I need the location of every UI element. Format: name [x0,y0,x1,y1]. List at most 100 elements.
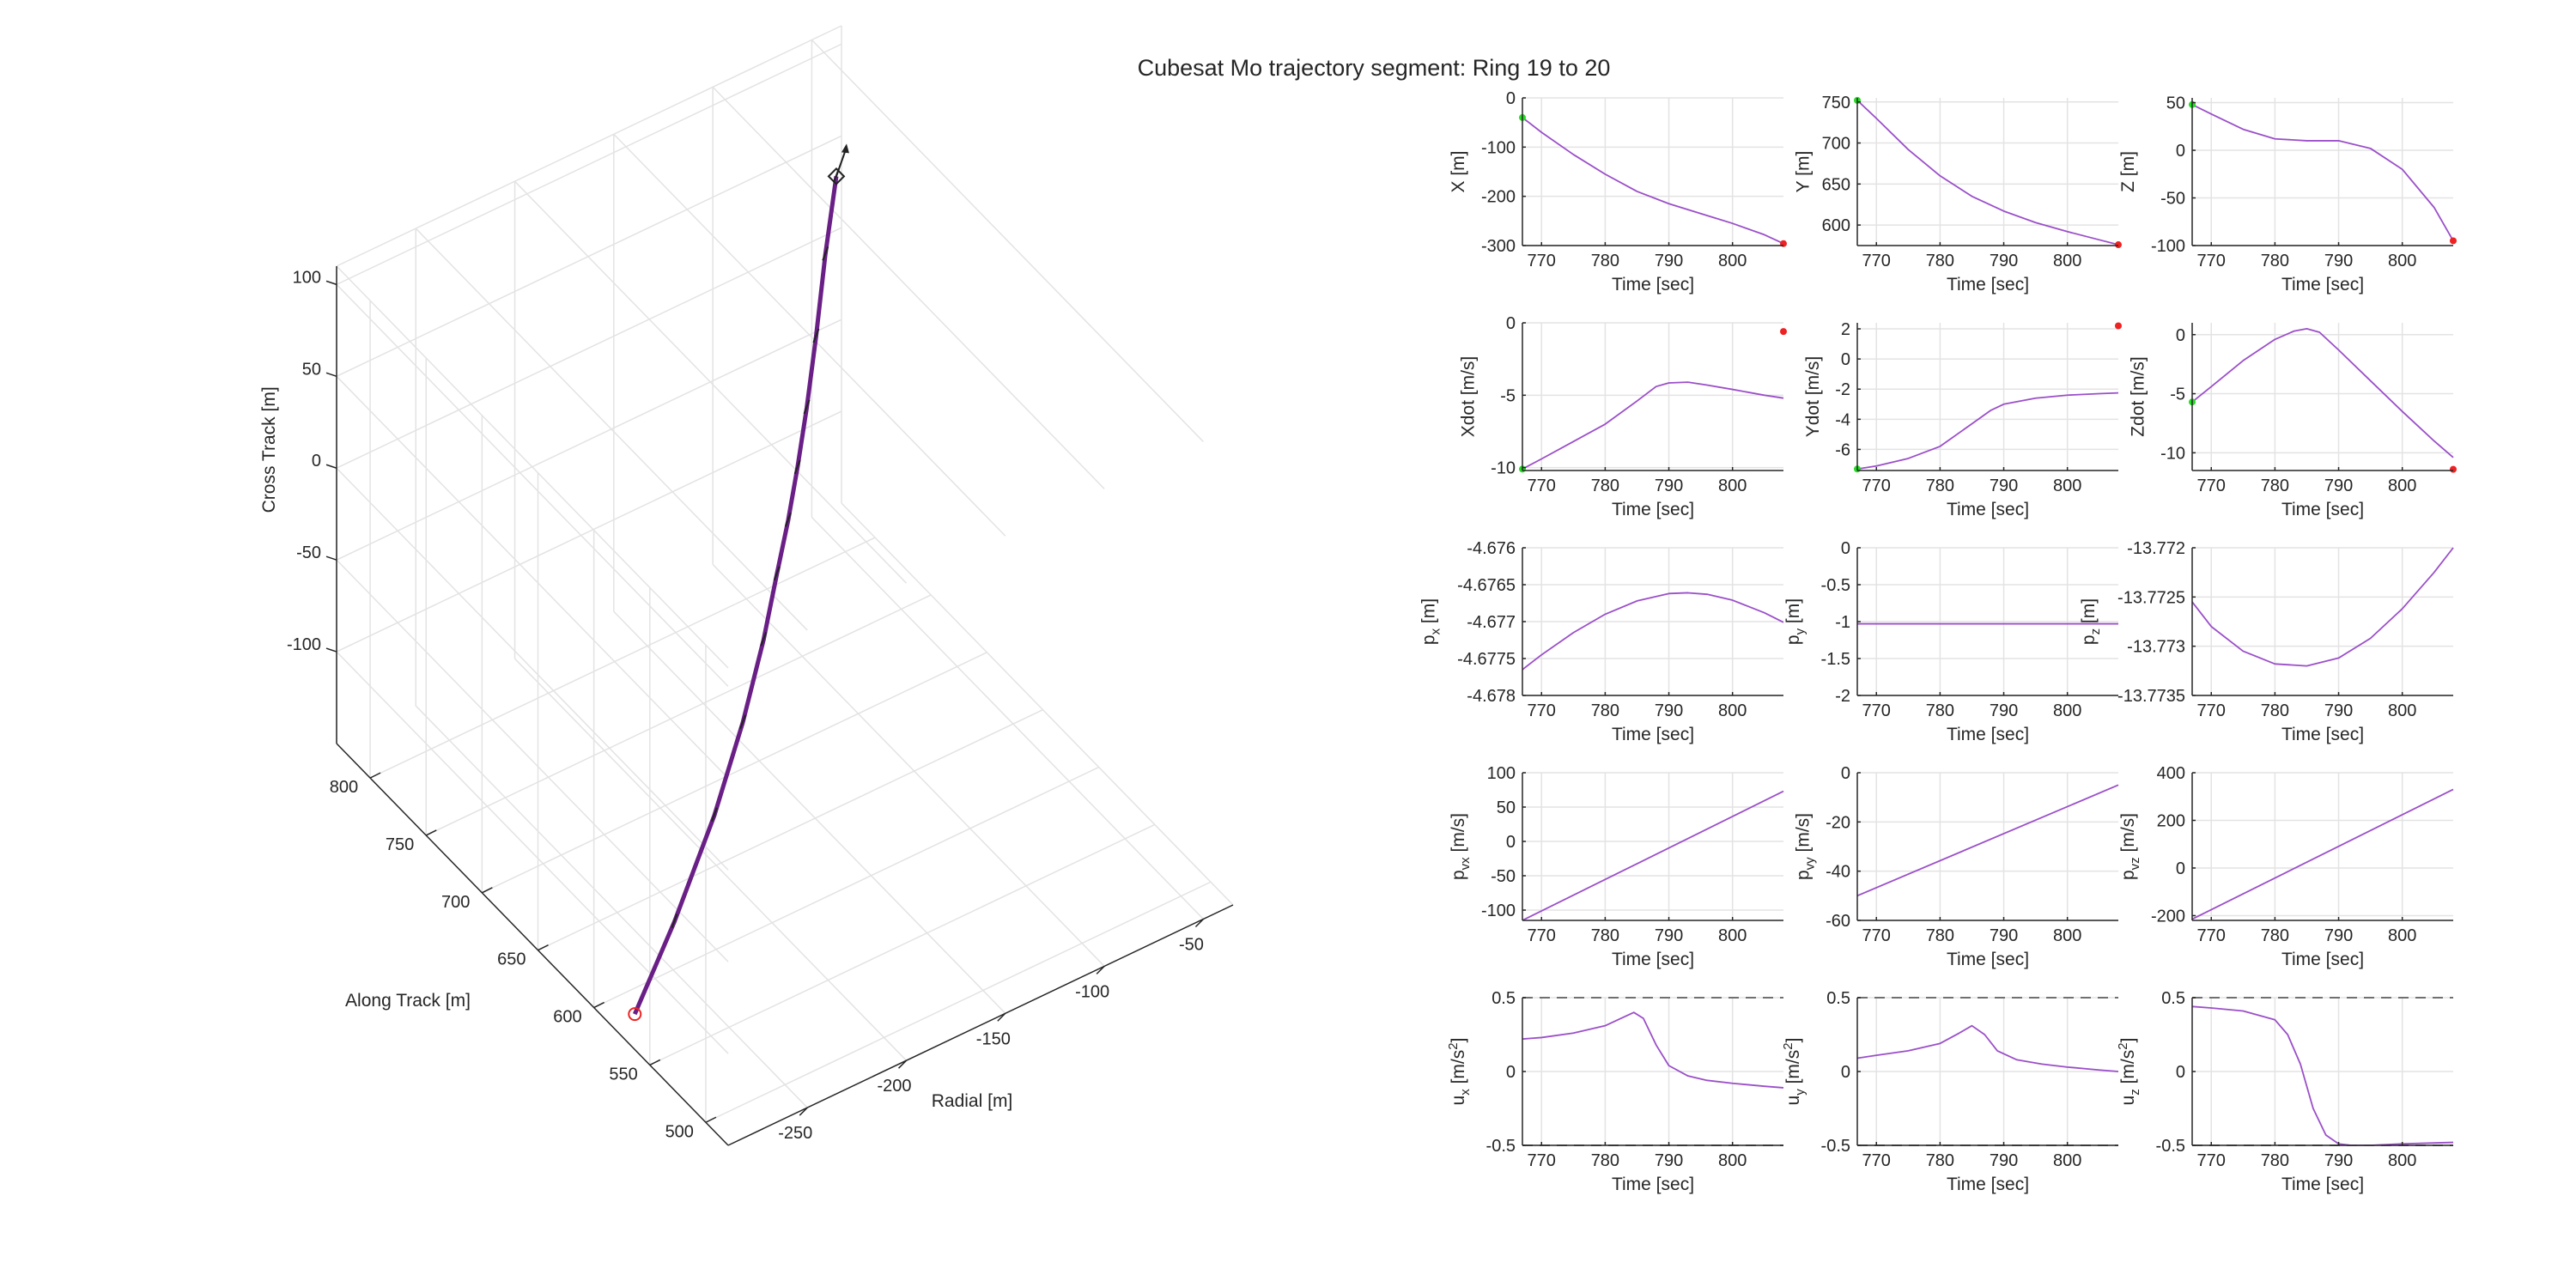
z-tick-label: -100 [287,635,321,654]
x-axis-label: Radial [m] [932,1091,1013,1111]
end-point [2450,465,2457,473]
x-tick-label: -200 [878,1077,912,1096]
y-tick-label: 750 [386,835,414,854]
y-axis-label: Zdot [m/s] [2129,356,2148,436]
grid-line [513,658,908,1061]
y-axis-label: uz [m/s2] [2116,1038,2142,1106]
series-line [1856,784,2119,897]
thrust-arrow [739,714,746,730]
x-tick-label: 800 [1718,477,1747,495]
x-tick-label: 800 [2053,252,2081,270]
y-tick-label: -4 [1835,410,1850,429]
y-label-main: p [1794,870,1814,880]
x-tick-label: 800 [2053,1151,2081,1170]
y-label-sub: z [2128,1089,2142,1096]
y-tick-label: -100 [1481,902,1516,920]
x-tick-label: -150 [976,1029,1011,1048]
x-tick-label: 800 [1718,252,1747,270]
z-axis-label: Cross Track [m] [259,386,279,513]
start-marker [628,1007,642,1022]
z-tick-label: 50 [302,360,321,379]
y-tick [649,1059,661,1066]
end-point [2115,241,2122,249]
trajectory-3d-line [632,176,839,1016]
x-tick-label: 780 [2261,701,2289,720]
y-axis-label: pvy [m/s] [1794,813,1818,880]
grid-line [336,467,729,871]
x-tick-label: 800 [2053,926,2081,945]
grid-line [415,705,808,1108]
x-tick-label: 780 [1591,926,1619,945]
x-tick-label: 790 [1655,477,1683,495]
z-tick [325,556,337,561]
end-marker [827,167,846,185]
x-tick-label: 770 [2197,1151,2226,1170]
y-label-unit: [m/s [1783,1050,1803,1090]
y-tick-label: 500 [665,1122,694,1141]
y-tick-label: 800 [330,778,358,797]
y-tick-label: 50 [1497,798,1516,817]
subplot: 770 780 790 800 600 650 700 750 Time [sec] Y [m] [1794,94,2122,294]
series-line [1856,1024,2119,1072]
thrust-arrow [710,807,718,823]
y-tick-label: -0.5 [1821,576,1850,595]
y-tick-label: 100 [1487,764,1516,783]
x-tick-label: 790 [1990,701,2018,720]
y-label-main: p [1419,634,1439,645]
x-tick-label: 770 [2197,701,2226,720]
x-tick-label: 780 [1591,1151,1619,1170]
y-tick-label: -1 [1835,613,1850,632]
y-tick-label: 200 [2157,811,2185,830]
y-label-sub: y [1793,1089,1807,1096]
grid-line [336,375,729,779]
x-tick-label: 780 [2261,926,2289,945]
x-tick-label: -50 [1179,935,1204,954]
grid-line [538,709,1043,951]
y-tick [482,887,493,894]
series-line [1522,1011,1784,1089]
y-tick-label: -60 [1826,912,1850,931]
x-axis-label: Time [sec] [1612,950,1694,969]
y-tick-label: 750 [1822,94,1850,112]
y-label-sub: z [2088,628,2103,635]
series-line [1856,100,2119,246]
y-label-end: ] [2118,1038,2138,1043]
y-tick-label: -2 [1835,380,1850,399]
y-tick-label: 700 [1822,135,1850,154]
y-tick-label: -100 [1481,138,1516,157]
y-tick-label: 0 [1506,1063,1516,1082]
x-tick [1096,965,1105,974]
grid-line [613,610,1006,1014]
x-tick [997,1012,1006,1022]
z-tick-label: 0 [312,452,321,471]
grid-line [336,135,842,377]
x-axis-label: Time [sec] [1612,1175,1694,1194]
x-tick-label: 800 [1718,926,1747,945]
series-line [2191,788,2454,920]
end-point [2115,322,2122,330]
x-tick-label: 770 [1528,252,1556,270]
subplot: 770 780 790 800 -100 -50 0 50 100 Time [sec] pvx [… [1449,764,1784,969]
y-tick-label: -4.678 [1467,687,1516,706]
y-tick-label: 0 [2176,326,2185,345]
grid-line [811,39,1204,442]
x-axis-label: Time [sec] [2281,1175,2364,1194]
x-tick-label: 780 [1926,926,1954,945]
y-label-sup: 2 [2116,1042,2130,1049]
x-tick [799,1107,808,1116]
y-tick-label: 600 [1822,216,1850,235]
grid-line [593,766,1099,1009]
subplot: 770 780 790 800 -100 -50 0 50 Time [sec] Z [m] [2118,94,2457,294]
x-tick-label: 790 [1655,1151,1683,1170]
y-tick-label: 0 [1841,1063,1850,1082]
y-tick-label: 600 [553,1008,581,1027]
x-tick-label: 790 [1990,1151,2018,1170]
series-line [2191,327,2454,458]
y-tick-label: 400 [2157,764,2185,783]
x-axis-label: Time [sec] [2281,725,2364,744]
x-tick-label: 790 [1990,926,2018,945]
subplot: 770 780 790 800 -10 -5 0 Time [sec] Zdot [m/s] [2129,323,2457,519]
